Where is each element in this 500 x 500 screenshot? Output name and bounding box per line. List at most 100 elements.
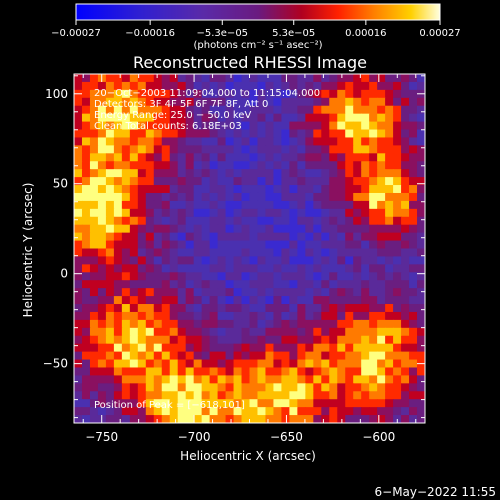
- heatmap-cell: [89, 105, 99, 115]
- heatmap-cell: [233, 327, 243, 337]
- heatmap-cell: [201, 89, 211, 99]
- heatmap-cell: [233, 375, 243, 384]
- heatmap-cell: [201, 391, 211, 400]
- heatmap-cell: [409, 121, 418, 131]
- heatmap-cell: [393, 161, 402, 170]
- heatmap-cell: [385, 383, 394, 392]
- heatmap-cell: [217, 89, 227, 99]
- heatmap-cell: [369, 89, 378, 99]
- heatmap-cell: [177, 192, 187, 202]
- heatmap-cell: [241, 256, 251, 265]
- heatmap-cell: [345, 391, 354, 400]
- heatmap-cell: [193, 224, 203, 234]
- heatmap-cell: [273, 383, 283, 392]
- heatmap-cell: [401, 399, 410, 408]
- heatmap-cell: [169, 192, 179, 202]
- heatmap-cell: [185, 415, 195, 423]
- heatmap-cell: [209, 391, 219, 400]
- heatmap-cell: [321, 280, 330, 289]
- heatmap-cell: [241, 177, 251, 186]
- heatmap-cell: [97, 415, 107, 423]
- heatmap-cell: [81, 351, 91, 361]
- heatmap-cell: [329, 375, 338, 384]
- heatmap-cell: [281, 264, 290, 273]
- heatmap-cell: [329, 113, 338, 123]
- heatmap-cell: [177, 415, 187, 423]
- heatmap-cell: [161, 264, 171, 273]
- heatmap-cell: [361, 208, 370, 218]
- heatmap-cell: [393, 351, 402, 361]
- heatmap-cell: [193, 169, 203, 178]
- heatmap-cell: [265, 359, 275, 369]
- heatmap-cell: [385, 399, 394, 408]
- heatmap-cell: [74, 375, 83, 384]
- heatmap-cell: [113, 74, 123, 83]
- heatmap-cell: [137, 153, 147, 162]
- heatmap-cell: [329, 153, 338, 162]
- heatmap-cell: [121, 256, 131, 265]
- heatmap-cell: [113, 319, 123, 329]
- heatmap-cell: [417, 200, 425, 210]
- heatmap-cell: [257, 264, 267, 273]
- heatmap-cell: [74, 272, 83, 281]
- heatmap-cell: [233, 399, 243, 408]
- heatmap-cell: [193, 304, 203, 313]
- heatmap-cell: [137, 105, 147, 115]
- heatmap-cell: [81, 264, 91, 273]
- heatmap-cell: [385, 296, 394, 305]
- heatmap-cell: [257, 81, 267, 91]
- heatmap-cell: [353, 264, 362, 273]
- heatmap-cell: [361, 343, 370, 353]
- heatmap-cell: [361, 153, 370, 162]
- heatmap-cell: [241, 375, 251, 384]
- heatmap-cell: [409, 200, 418, 210]
- heatmap-cell: [209, 200, 219, 210]
- heatmap-cell: [313, 288, 322, 297]
- heatmap-cell: [225, 121, 235, 131]
- heatmap-cell: [361, 375, 370, 384]
- heatmap-cell: [209, 137, 219, 146]
- heatmap-cell: [137, 224, 147, 234]
- heatmap-cell: [129, 280, 139, 289]
- heatmap-cell: [417, 311, 425, 321]
- heatmap-cell: [113, 311, 123, 321]
- heatmap-cell: [337, 240, 346, 250]
- heatmap-cell: [353, 272, 362, 281]
- heatmap-cell: [97, 224, 107, 234]
- heatmap-cell: [273, 81, 283, 91]
- heatmap-cell: [337, 74, 346, 83]
- heatmap-cell: [209, 169, 219, 178]
- heatmap-cell: [273, 161, 283, 170]
- heatmap-cell: [369, 304, 378, 313]
- heatmap-cell: [353, 161, 362, 170]
- heatmap-cell: [249, 129, 259, 139]
- heatmap-cell: [201, 232, 211, 242]
- heatmap-cell: [345, 113, 354, 123]
- heatmap-cell: [121, 89, 131, 99]
- heatmap-cell: [265, 121, 275, 131]
- heatmap-cell: [249, 351, 259, 361]
- heatmap-cell: [273, 208, 283, 218]
- heatmap-cell: [145, 311, 155, 321]
- heatmap-cell: [97, 200, 107, 210]
- heatmap-cell: [233, 81, 243, 91]
- heatmap-cell: [329, 177, 338, 186]
- heatmap-cell: [105, 232, 115, 242]
- heatmap-cell: [353, 311, 362, 321]
- heatmap-cell: [361, 272, 370, 281]
- heatmap-cell: [105, 375, 115, 384]
- heatmap-cell: [129, 272, 139, 281]
- heatmap-cell: [193, 375, 203, 384]
- heatmap-cell: [281, 81, 290, 91]
- heatmap-cell: [321, 240, 330, 250]
- heatmap-cell: [137, 216, 147, 226]
- heatmap-cell: [313, 248, 322, 258]
- heatmap-cell: [289, 192, 298, 202]
- heatmap-cell: [161, 208, 171, 218]
- heatmap-cell: [217, 185, 227, 194]
- heatmap-cell: [169, 89, 179, 99]
- heatmap-cell: [225, 153, 235, 162]
- heatmap-cell: [97, 185, 107, 194]
- heatmap-cell: [121, 208, 131, 218]
- heatmap-cell: [177, 343, 187, 353]
